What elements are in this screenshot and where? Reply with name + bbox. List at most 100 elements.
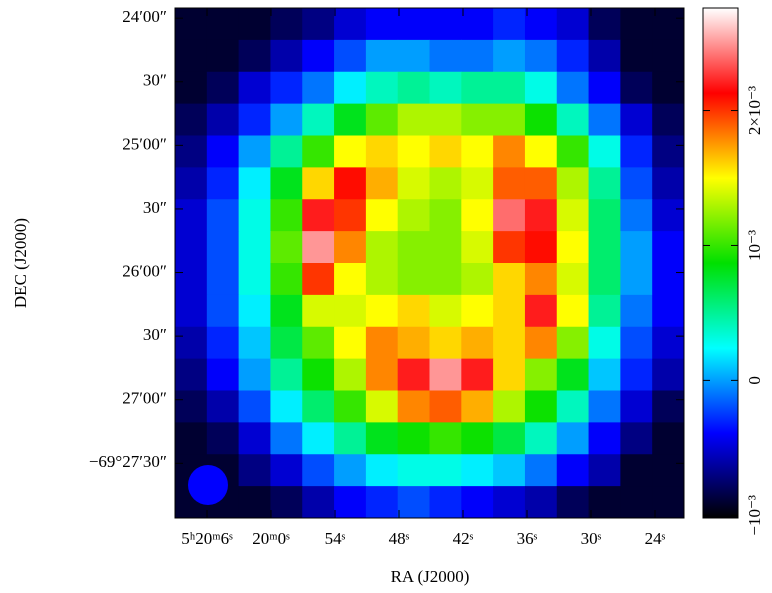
pixel xyxy=(652,199,685,232)
pixel xyxy=(493,294,526,328)
pixel xyxy=(238,294,271,328)
pixel xyxy=(238,167,271,200)
pixel xyxy=(365,199,399,232)
pixel xyxy=(556,135,590,168)
pixel xyxy=(206,71,240,105)
pixel xyxy=(524,422,558,455)
pixel xyxy=(556,326,590,360)
pixel xyxy=(620,231,653,264)
y-tick-label: −69°27′30″ xyxy=(89,452,167,471)
pixel xyxy=(365,167,399,200)
pixel xyxy=(461,454,494,487)
pixel xyxy=(588,486,621,519)
pixel xyxy=(365,390,399,423)
pixel xyxy=(556,8,590,41)
pixel xyxy=(524,454,558,487)
pixel xyxy=(588,71,621,105)
pixel xyxy=(588,135,621,168)
x-tick-label: 5ʰ20ᵐ6ˢ xyxy=(181,529,233,548)
pixel xyxy=(556,167,590,200)
pixel xyxy=(652,486,685,519)
x-tick-label: 20ᵐ0ˢ xyxy=(252,529,290,548)
pixel xyxy=(461,326,494,360)
pixel xyxy=(429,199,462,232)
pixel xyxy=(206,103,240,136)
pixel xyxy=(302,103,335,136)
colorbar-tick-label: 0 xyxy=(745,376,764,385)
pixel xyxy=(461,199,494,232)
colorbar-tick-label: −10⁻³ xyxy=(745,495,764,536)
pixel xyxy=(461,71,494,105)
y-tick-label: 30″ xyxy=(143,71,167,90)
pixel xyxy=(302,358,335,391)
pixel xyxy=(175,8,208,41)
y-tick-label: 30″ xyxy=(143,325,167,344)
pixel xyxy=(270,326,303,360)
pixel xyxy=(461,8,494,41)
pixel xyxy=(302,39,335,73)
pixel xyxy=(175,199,208,232)
pixel xyxy=(397,263,430,296)
pixel xyxy=(365,358,399,391)
pixel xyxy=(429,294,462,328)
pixel xyxy=(588,358,621,391)
pixel xyxy=(652,358,685,391)
pixel xyxy=(652,326,685,360)
pixel xyxy=(270,486,303,519)
pixel xyxy=(238,231,271,264)
pixel xyxy=(556,422,590,455)
pixel xyxy=(493,390,526,423)
pixel xyxy=(588,422,621,455)
pixel xyxy=(429,8,462,41)
pixel xyxy=(493,422,526,455)
pixel xyxy=(206,390,240,423)
pixel xyxy=(620,199,653,232)
pixel xyxy=(429,71,462,105)
pixel xyxy=(334,71,367,105)
x-tick-label: 24ˢ xyxy=(645,529,666,548)
pixel xyxy=(238,390,271,423)
pixel xyxy=(270,390,303,423)
colorbar-tick-label: 10⁻³ xyxy=(745,230,764,261)
pixel xyxy=(238,135,271,168)
pixel xyxy=(652,454,685,487)
pixel xyxy=(302,263,335,296)
pixel xyxy=(556,454,590,487)
pixel xyxy=(238,454,271,487)
pixel xyxy=(206,358,240,391)
pixel xyxy=(652,39,685,73)
pixel xyxy=(302,422,335,455)
pixel xyxy=(175,326,208,360)
pixel xyxy=(270,294,303,328)
pixel xyxy=(175,71,208,105)
pixel xyxy=(175,231,208,264)
pixel xyxy=(493,39,526,73)
pixel xyxy=(493,71,526,105)
pixel xyxy=(652,8,685,41)
pixel xyxy=(461,390,494,423)
pixel xyxy=(175,358,208,391)
pixel xyxy=(206,326,240,360)
pixel xyxy=(620,135,653,168)
pixel xyxy=(652,263,685,296)
pixel xyxy=(365,294,399,328)
pixel xyxy=(334,358,367,391)
pixel xyxy=(270,8,303,41)
pixel xyxy=(270,263,303,296)
pixel xyxy=(524,103,558,136)
pixel xyxy=(302,326,335,360)
pixel xyxy=(524,39,558,73)
pixel xyxy=(620,103,653,136)
pixel xyxy=(461,422,494,455)
pixel xyxy=(238,263,271,296)
pixel xyxy=(429,39,462,73)
pixel xyxy=(238,358,271,391)
pixel xyxy=(270,358,303,391)
pixel xyxy=(556,199,590,232)
pixel xyxy=(334,167,367,200)
pixel xyxy=(493,263,526,296)
pixel xyxy=(493,231,526,264)
pixel xyxy=(620,422,653,455)
pixel xyxy=(397,454,430,487)
pixel xyxy=(429,103,462,136)
